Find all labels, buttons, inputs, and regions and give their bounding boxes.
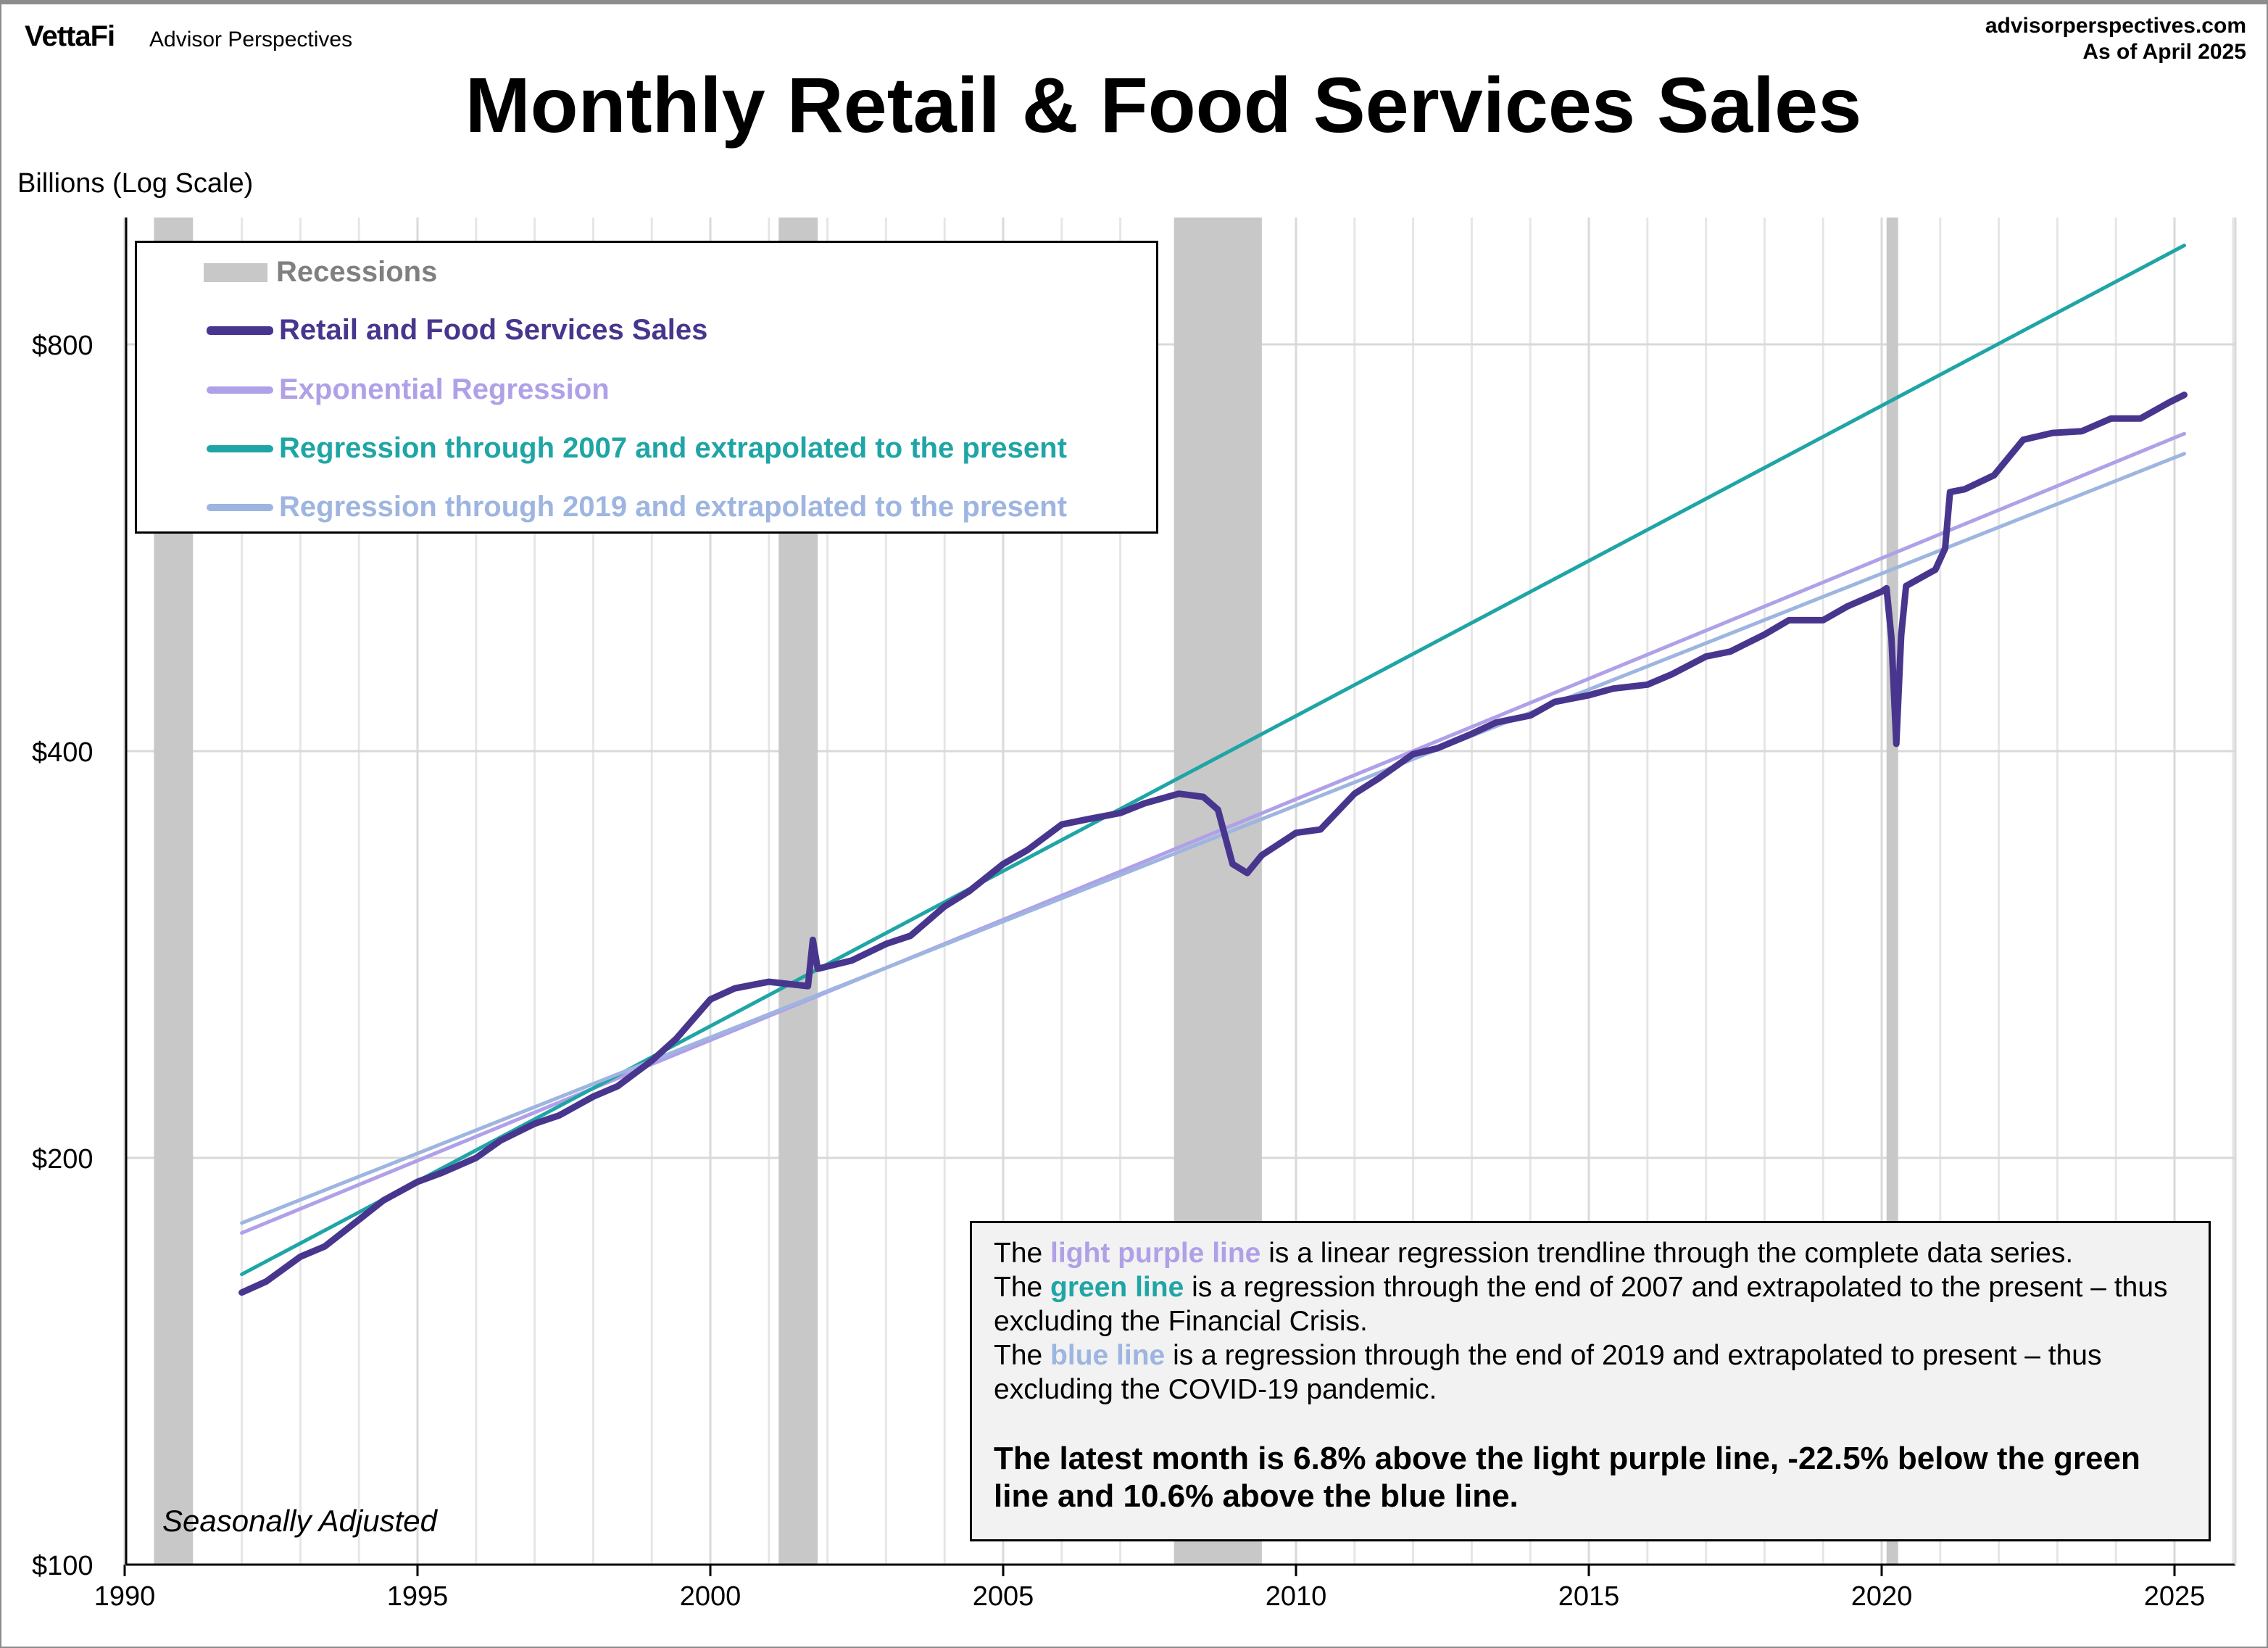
annotation-box: The light purple line is a linear regres… (970, 1221, 2211, 1541)
y-tick-label: $400 (32, 737, 94, 768)
note-line-1: The light purple line is a linear regres… (994, 1236, 2187, 1270)
x-tick-label: 1995 (387, 1581, 449, 1612)
note-text: is a regression through the end of 2019 … (994, 1340, 2102, 1405)
legend-label: Retail and Food Services Sales (279, 314, 708, 346)
note-text: The (994, 1238, 1051, 1269)
legend: Recessions Retail and Food Services Sale… (135, 241, 1158, 534)
y-axis-label: Billions (Log Scale) (17, 168, 254, 199)
seasonally-adjusted-label: Seasonally Adjusted (162, 1504, 438, 1538)
note-highlight-purple: light purple line (1050, 1238, 1261, 1269)
sales-swatch (207, 326, 273, 335)
legend-item-reg2007: Regression through 2007 and extrapolated… (207, 432, 1067, 465)
legend-item-reg2019: Regression through 2019 and extrapolated… (207, 491, 1067, 523)
note-summary: The latest month is 6.8% above the light… (994, 1441, 2140, 1514)
y-tick-label: $800 (32, 331, 94, 361)
x-tick-label: 1990 (94, 1581, 156, 1612)
as-of-date: As of April 2025 (2082, 40, 2246, 64)
regression-2019-line (240, 452, 2186, 1225)
legend-item-exp: Exponential Regression (207, 373, 610, 406)
note-text: The (994, 1340, 1051, 1371)
note-text: is a regression through the end of 2007 … (994, 1272, 2168, 1337)
source-info: advisorperspectives.com As of April 2025 (1985, 13, 2246, 65)
legend-label: Regression through 2007 and extrapolated… (279, 432, 1067, 464)
x-tick-label: 2000 (680, 1581, 742, 1612)
sales-line (238, 392, 2188, 1296)
chart-title: Monthly Retail & Food Services Sales (465, 61, 1862, 149)
exponential-regression-line (240, 431, 2186, 1235)
legend-item-recessions: Recessions (204, 256, 438, 289)
x-tick-label: 2020 (1851, 1581, 1913, 1612)
legend-label: Exponential Regression (279, 373, 610, 405)
legend-label: Regression through 2019 and extrapolated… (279, 491, 1067, 523)
note-line-3: The blue line is a regression through th… (994, 1338, 2187, 1407)
x-tick-label: 2015 (1558, 1581, 1620, 1612)
exp-swatch (207, 386, 273, 394)
regression-2007-line (240, 244, 2186, 1277)
reg2019-swatch (207, 503, 273, 511)
x-tick-label: 2005 (973, 1581, 1034, 1612)
recession-swatch (204, 262, 267, 282)
brand-subtitle: Advisor Perspectives (149, 28, 353, 51)
y-tick-label: $100 (32, 1551, 94, 1581)
x-tick-label: 2025 (2144, 1581, 2206, 1612)
x-tick-label: 2010 (1266, 1581, 1327, 1612)
y-tick-label: $200 (32, 1144, 94, 1175)
note-highlight-blue: blue line (1050, 1340, 1166, 1371)
note-text: is a linear regression trendline through… (1260, 1238, 2074, 1269)
note-text: The (994, 1272, 1051, 1303)
site-url: advisorperspectives.com (1985, 14, 2246, 38)
legend-label: Recessions (276, 256, 438, 288)
legend-item-sales: Retail and Food Services Sales (207, 314, 707, 347)
note-line-2: The green line is a regression through t… (994, 1270, 2187, 1338)
reg2007-swatch (207, 444, 273, 452)
vettafi-logo: VettaFi (25, 20, 115, 52)
note-highlight-green: green line (1050, 1272, 1184, 1303)
